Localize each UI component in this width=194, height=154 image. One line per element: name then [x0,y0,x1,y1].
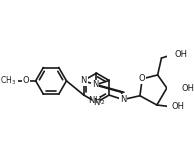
Text: O: O [139,74,146,83]
Text: OH: OH [171,102,184,111]
Text: O: O [22,76,29,85]
Text: N: N [81,76,87,85]
Text: NH$_2$: NH$_2$ [88,95,105,107]
Text: OH: OH [181,84,194,93]
Text: CH$_3$: CH$_3$ [0,75,16,87]
Text: N: N [93,98,100,107]
Text: N: N [120,95,126,104]
Text: OH: OH [175,50,188,59]
Text: N: N [92,81,98,89]
